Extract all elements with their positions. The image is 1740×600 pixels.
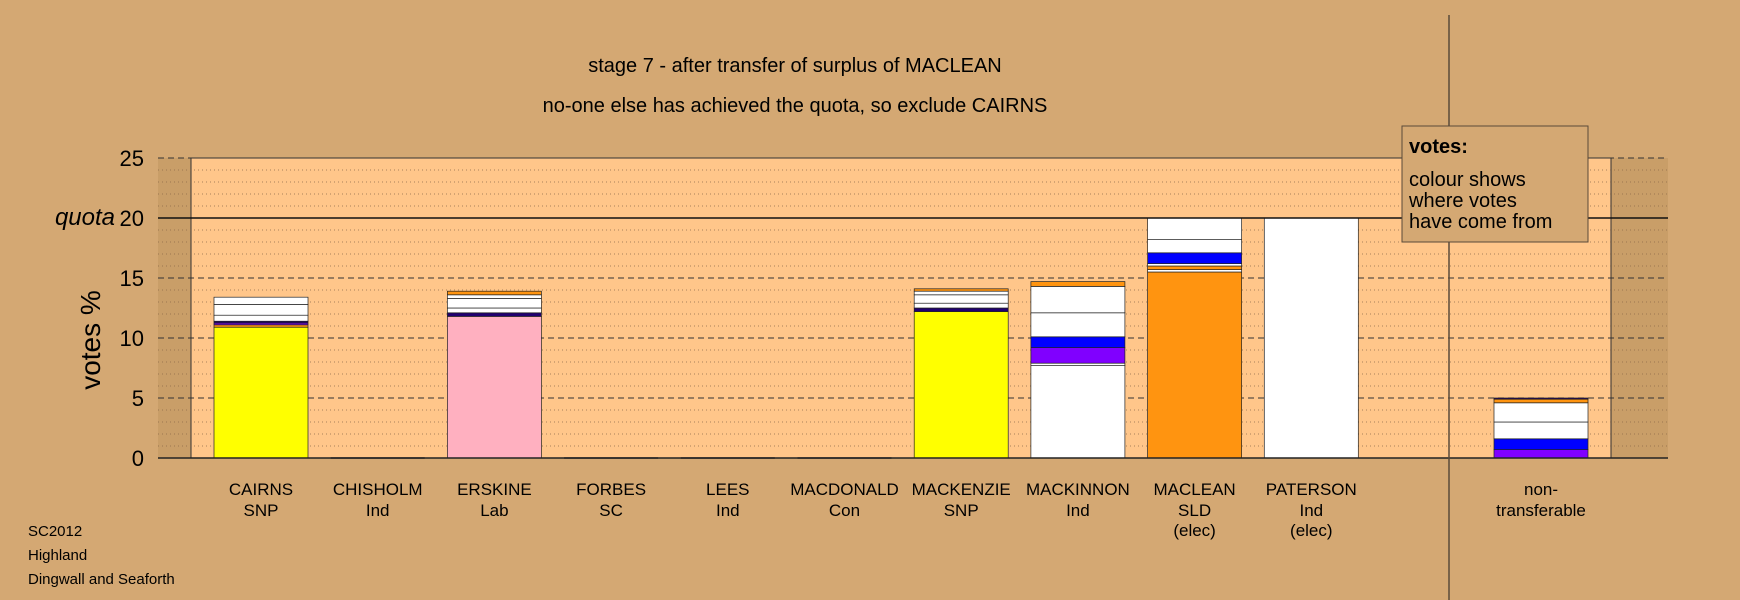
bar-mackinnon-segment (1030, 286, 1126, 314)
chart-subtitle: no-one else has achieved the quota, so e… (543, 95, 1048, 117)
footer-line-2: Highland (28, 547, 87, 564)
chart-title: stage 7 - after transfer of surplus of M… (588, 55, 1002, 77)
legend-title: votes: (1409, 136, 1468, 158)
bar-maclean-segment (1147, 265, 1242, 270)
x-label-mackenzie-name: MACKENZIE (912, 480, 1011, 499)
x-label-maclean-party: SLD (1178, 501, 1211, 520)
bar-nontransferable-segment (1493, 397, 1589, 400)
x-label-lees-party: Ind (716, 501, 740, 520)
y-tick-label: 10 (120, 326, 144, 351)
x-label-paterson-name: PATERSON (1266, 480, 1357, 499)
x-label-chisholm-name: CHISHOLM (333, 480, 423, 499)
bar-mackinnon-segment (1030, 362, 1126, 366)
bar-mackenzie-segment (913, 307, 1009, 312)
bar-mackinnon-segment (1030, 281, 1126, 287)
bar-maclean-segment (1147, 269, 1242, 273)
bar-maclean-segment (1147, 271, 1242, 459)
bar-erskine-segment (447, 298, 542, 309)
plot-inner-background (190, 157, 1612, 459)
bar-mackenzie-segment (913, 302, 1009, 309)
x-label-paterson-party: Ind (1299, 501, 1323, 520)
bar-mackenzie-segment (913, 288, 1009, 292)
bar-erskine-segment (447, 294, 542, 299)
bar-mackinnon-segment (1030, 347, 1126, 364)
bar-cairns-segment (213, 296, 309, 305)
footer-line-3: Dingwall and Seaforth (28, 571, 175, 588)
x-label-cairns-name: CAIRNS (229, 480, 293, 499)
bar-mackinnon-segment (1030, 365, 1126, 459)
bar-nontransferable-segment (1493, 421, 1589, 440)
bar-cairns-segment (213, 326, 309, 459)
x-label-lees-name: LEES (706, 480, 749, 499)
bar-cairns-segment (213, 304, 309, 316)
x-label-chisholm-party: Ind (366, 501, 390, 520)
y-tick-label: 0 (132, 446, 144, 471)
x-label-paterson-status: (elec) (1290, 521, 1333, 540)
bar-cairns-segment (213, 324, 309, 328)
y-axis-label: votes % (75, 290, 106, 390)
y-tick-label: 25 (120, 146, 144, 171)
x-label-macdonald-party: Con (829, 501, 860, 520)
quota-label: quota (55, 204, 115, 231)
bar-maclean-segment (1147, 239, 1242, 254)
bar-erskine-segment (447, 307, 542, 314)
x-label-mackenzie-party: SNP (944, 501, 979, 520)
bar-mackenzie-segment (913, 290, 1009, 296)
x-label-maclean-name: MACLEAN (1154, 480, 1236, 499)
legend-box (1401, 125, 1589, 243)
x-label-mackinnon-name: MACKINNON (1026, 480, 1130, 499)
bar-maclean-segment (1147, 252, 1242, 264)
y-tick-label: 15 (120, 266, 144, 291)
bar-mackinnon-segment (1030, 312, 1126, 338)
x-label-forbes-party: SC (599, 501, 623, 520)
legend: votes: colour shows where votes have com… (1401, 125, 1589, 243)
x-label-forbes-name: FORBES (576, 480, 646, 499)
x-label-nontransferable-1: non- (1524, 480, 1558, 499)
x-label-maclean-status: (elec) (1173, 521, 1216, 540)
footer: SC2012 Highland Dingwall and Seaforth (28, 523, 175, 588)
x-label-erskine-party: Lab (480, 501, 508, 520)
legend-line-3: have come from (1409, 211, 1552, 233)
bar-nontransferable-segment (1493, 402, 1589, 423)
bar-paterson-segment (1263, 217, 1359, 459)
legend-line-2: where votes (1408, 190, 1517, 212)
bar-maclean-segment (1147, 217, 1242, 240)
legend-line-1: colour shows (1409, 169, 1526, 191)
bar-cairns-segment (213, 314, 309, 322)
bar-maclean-segment (1147, 263, 1242, 267)
y-tick-label: 5 (132, 386, 144, 411)
bar-mackenzie-segment (913, 311, 1009, 459)
x-label-cairns-party: SNP (244, 501, 279, 520)
x-label-mackinnon-party: Ind (1066, 501, 1090, 520)
bar-mackenzie-segment (913, 294, 1009, 304)
x-label-nontransferable-2: transferable (1496, 501, 1586, 520)
bar-erskine-segment (447, 316, 542, 459)
y-tick-label: 20 (120, 206, 144, 231)
x-label-macdonald-name: MACDONALD (790, 480, 899, 499)
bar-erskine-segment (447, 290, 542, 296)
bar-mackinnon-segment (1030, 336, 1126, 348)
bar-nontransferable-segment (1493, 438, 1589, 450)
x-label-erskine-name: ERSKINE (457, 480, 532, 499)
bar-nontransferable-segment (1493, 398, 1589, 404)
bar-nontransferable-segment (1493, 449, 1589, 459)
footer-line-1: SC2012 (28, 523, 82, 540)
bar-erskine-segment (447, 312, 542, 317)
